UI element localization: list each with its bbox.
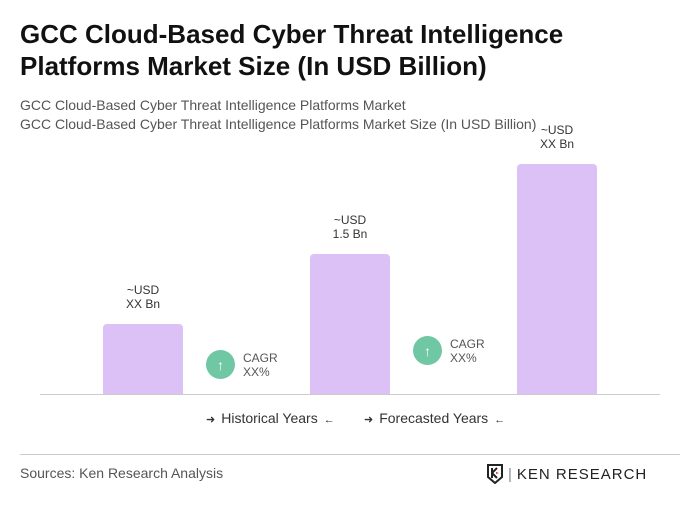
bar-data-label: ~USD 1.5 Bn bbox=[332, 212, 368, 241]
arrow-right-icon: ➜ bbox=[206, 414, 216, 426]
cagr-badge-2: ↑ CAGR XX% bbox=[413, 336, 485, 365]
subtitle-2: GCC Cloud-Based Cyber Threat Intelligenc… bbox=[20, 116, 537, 132]
legend-forecasted: ➜ Forecasted Years ← bbox=[358, 410, 511, 426]
bar-2 bbox=[310, 253, 390, 394]
ken-research-logo: | KEN RESEARCH bbox=[486, 464, 647, 484]
x-axis-line bbox=[40, 394, 660, 395]
cagr-value: XX% bbox=[243, 364, 270, 379]
logo-icon bbox=[487, 464, 503, 484]
bar-1 bbox=[103, 323, 183, 394]
bar-data-label: ~USD XX Bn bbox=[125, 282, 161, 311]
legend-historical: ➜ Historical Years ← bbox=[200, 410, 341, 426]
arrow-up-icon: ↑ bbox=[413, 336, 442, 365]
chart-title: GCC Cloud-Based Cyber Threat Intelligenc… bbox=[20, 19, 564, 81]
cagr-value: XX% bbox=[450, 350, 477, 365]
arrow-up-icon: ↑ bbox=[206, 350, 235, 379]
logo-text: KEN RESEARCH bbox=[516, 465, 648, 483]
sources-text: Sources: Ken Research Analysis bbox=[20, 465, 224, 481]
footer-divider bbox=[20, 454, 680, 455]
bar-3 bbox=[517, 164, 597, 394]
arrow-left-icon: ← bbox=[323, 414, 335, 426]
cagr-label: CAGR bbox=[450, 336, 485, 351]
legend-label: Forecasted Years bbox=[379, 410, 489, 426]
arrow-left-icon: ← bbox=[494, 414, 506, 426]
cagr-label: CAGR bbox=[243, 350, 278, 365]
bar-data-label: ~USD XX Bn bbox=[539, 123, 575, 151]
cagr-badge-1: ↑ CAGR XX% bbox=[206, 350, 278, 379]
arrow-right-icon: ➜ bbox=[364, 414, 374, 426]
subtitle-1: GCC Cloud-Based Cyber Threat Intelligenc… bbox=[20, 97, 406, 113]
legend-label: Historical Years bbox=[221, 410, 318, 426]
